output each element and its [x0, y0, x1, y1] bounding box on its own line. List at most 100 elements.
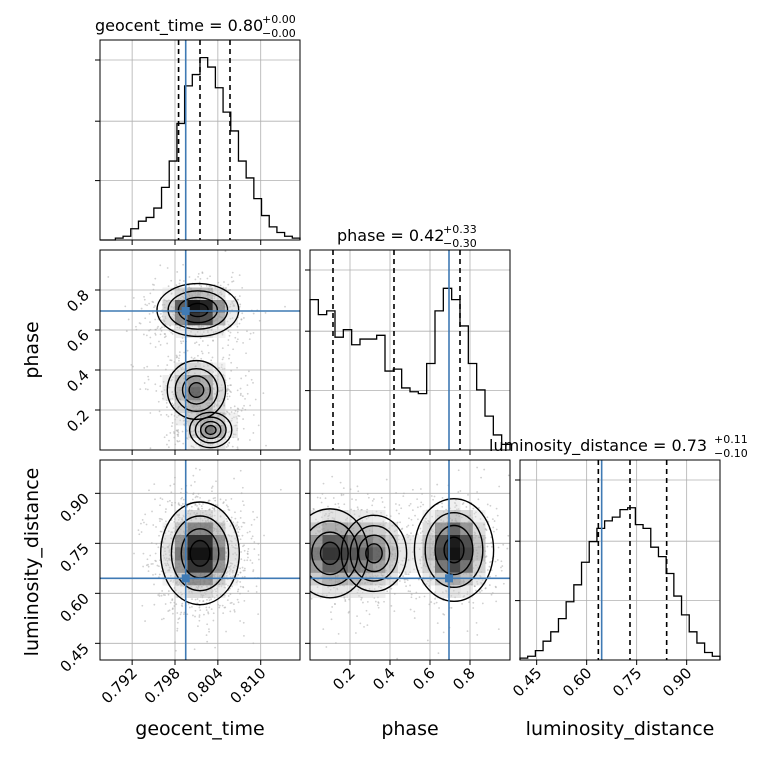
- sample-point: [208, 599, 211, 602]
- density-cells: [162, 287, 238, 450]
- sample-point: [303, 544, 305, 546]
- sample-point: [325, 646, 328, 648]
- sample-point: [361, 520, 364, 522]
- sample-point: [172, 527, 175, 530]
- sample-point: [430, 495, 433, 497]
- sample-point: [304, 575, 306, 577]
- sample-point: [414, 514, 416, 517]
- sample-point: [319, 497, 322, 499]
- sample-point: [149, 554, 152, 557]
- sample-point: [340, 492, 343, 495]
- sample-point: [170, 413, 173, 416]
- sample-point: [354, 632, 357, 634]
- sample-point: [257, 424, 260, 427]
- sample-point: [227, 344, 230, 347]
- density-cell: [397, 547, 411, 561]
- sample-point: [200, 505, 203, 508]
- sample-point: [304, 601, 306, 603]
- sample-point: [403, 492, 405, 495]
- sample-point: [425, 582, 428, 585]
- sample-point: [197, 354, 199, 357]
- sample-point: [248, 370, 250, 373]
- sample-point: [192, 358, 195, 360]
- sample-point: [208, 630, 210, 633]
- sample-point: [143, 521, 145, 524]
- histogram-luminosity-distance: 0.45 0.60 0.75 0.90: [509, 459, 721, 700]
- sample-point: [234, 433, 237, 436]
- sample-point: [407, 536, 409, 539]
- sample-point: [243, 544, 245, 547]
- sample-point: [165, 413, 168, 416]
- sample-point: [181, 602, 184, 605]
- sample-point: [490, 593, 493, 596]
- sample-point: [183, 613, 185, 616]
- sample-point: [316, 496, 319, 499]
- sample-point: [304, 529, 306, 531]
- sample-point: [500, 566, 502, 569]
- sample-point: [172, 581, 175, 583]
- sample-point: [155, 542, 158, 545]
- sample-point: [147, 570, 150, 573]
- sample-point: [431, 515, 434, 518]
- sample-point: [166, 562, 169, 565]
- sample-point: [203, 613, 205, 616]
- sample-point: [371, 499, 374, 502]
- sample-point: [476, 491, 478, 493]
- sample-point: [170, 531, 173, 534]
- sample-point: [419, 559, 422, 562]
- sample-point: [241, 534, 244, 537]
- sample-point: [466, 593, 469, 596]
- sample-point: [420, 566, 423, 569]
- sample-point: [243, 634, 245, 637]
- sample-point: [178, 357, 180, 360]
- sample-point: [279, 488, 282, 491]
- sample-point: [355, 498, 357, 501]
- sample-point: [152, 288, 155, 291]
- histogram-phase: [305, 249, 511, 455]
- sample-point: [164, 333, 167, 335]
- sample-point: [222, 520, 225, 523]
- sample-point: [442, 613, 445, 615]
- sample-point: [178, 351, 181, 353]
- sample-point: [154, 383, 157, 386]
- sample-point: [244, 397, 246, 400]
- sample-point: [229, 317, 232, 320]
- contour-level: [310, 508, 369, 599]
- sample-point: [215, 590, 217, 593]
- sample-point: [412, 535, 415, 537]
- contour-level: [156, 282, 240, 338]
- sample-point: [294, 566, 296, 568]
- sample-point: [306, 581, 308, 583]
- sample-point: [360, 509, 363, 511]
- sample-point: [158, 595, 161, 597]
- panel-content: [100, 460, 300, 660]
- sample-point: [393, 593, 396, 595]
- sample-point: [241, 286, 244, 289]
- sample-point: [385, 514, 388, 517]
- density-cell: [322, 547, 336, 561]
- sample-point: [466, 591, 469, 593]
- sample-point: [212, 330, 215, 333]
- sample-point: [497, 628, 500, 631]
- sample-point: [176, 513, 178, 516]
- sample-point: [301, 592, 303, 594]
- sample-point: [242, 504, 245, 506]
- sample-point: [243, 549, 246, 552]
- sample-point: [393, 610, 396, 612]
- contour-level: [424, 511, 484, 589]
- sample-point: [229, 575, 232, 578]
- histogram-geocent-time: [95, 39, 301, 245]
- sample-point: [229, 562, 232, 565]
- sample-point: [228, 377, 231, 380]
- sample-point: [411, 557, 414, 560]
- sample-point: [166, 364, 169, 366]
- sample-point: [265, 444, 267, 447]
- sample-point: [161, 483, 163, 485]
- sample-point: [506, 547, 509, 550]
- sample-point: [172, 579, 175, 582]
- sample-point: [435, 601, 438, 604]
- density-cell: [385, 547, 398, 561]
- density-cell: [347, 560, 361, 573]
- contour-level: [188, 411, 233, 449]
- sample-point: [153, 306, 155, 309]
